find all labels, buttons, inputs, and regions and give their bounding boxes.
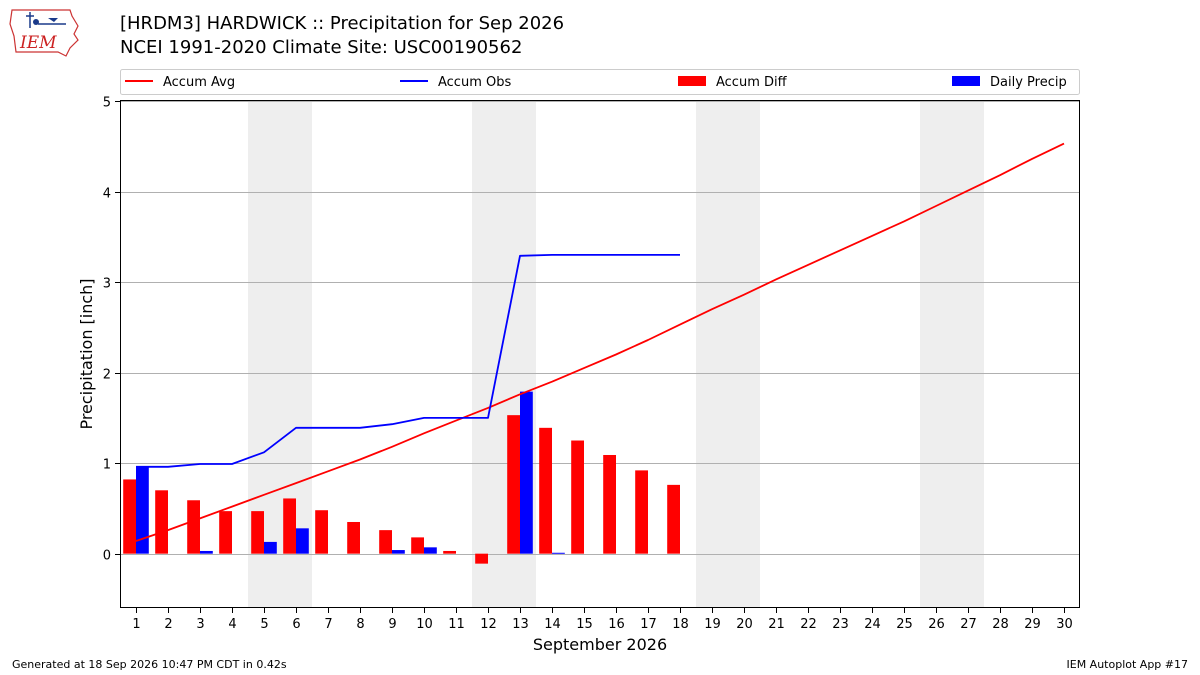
weekend-shading bbox=[248, 101, 984, 608]
lines bbox=[135, 142, 1065, 542]
x-tick-label: 7 bbox=[324, 617, 332, 632]
x-tick-label: 23 bbox=[832, 617, 849, 632]
x-tick-label: 10 bbox=[416, 617, 433, 632]
accum-diff-bar bbox=[507, 415, 520, 554]
daily-precip-bar bbox=[200, 550, 213, 554]
y-axis-label: Precipitation [inch] bbox=[77, 278, 96, 429]
legend-entry-label: Accum Avg bbox=[163, 75, 235, 90]
x-tick-label: 2 bbox=[164, 617, 172, 632]
x-tick-label: 8 bbox=[356, 617, 364, 632]
y-tick-label: 5 bbox=[103, 96, 111, 111]
x-tick-label: 19 bbox=[704, 617, 721, 632]
legend-swatch-bar bbox=[678, 76, 706, 86]
x-tick-label: 9 bbox=[388, 617, 396, 632]
accum-avg-line bbox=[135, 142, 1065, 542]
x-tick-label: 11 bbox=[448, 617, 465, 632]
accum-diff-bar bbox=[603, 454, 616, 554]
iem-logo: IEM bbox=[9, 9, 79, 57]
x-tick-label: 21 bbox=[768, 617, 785, 632]
accum-diff-bar bbox=[539, 427, 552, 554]
y-tick-label: 4 bbox=[103, 187, 111, 202]
legend-entry-label: Daily Precip bbox=[990, 75, 1067, 90]
x-tick-label: 18 bbox=[672, 617, 689, 632]
y-tick-label: 0 bbox=[103, 549, 111, 564]
y-tick-label: 1 bbox=[103, 458, 111, 473]
bars bbox=[123, 391, 680, 564]
x-tick-label: 22 bbox=[800, 617, 817, 632]
x-tick-label: 16 bbox=[608, 617, 625, 632]
x-tick-label: 15 bbox=[576, 617, 593, 632]
legend-entry-label: Accum Obs bbox=[438, 75, 511, 90]
accum-diff-bar bbox=[667, 484, 680, 554]
x-tick-label: 30 bbox=[1056, 617, 1073, 632]
accum-diff-bar bbox=[315, 510, 328, 554]
legend: Accum Avg Accum Obs Accum Diff Daily Precip bbox=[120, 69, 1080, 95]
y-tick-label: 3 bbox=[103, 277, 111, 292]
x-tick-label: 29 bbox=[1024, 617, 1041, 632]
x-tick-label: 24 bbox=[864, 617, 881, 632]
x-tick-label: 20 bbox=[736, 617, 753, 632]
daily-precip-bar bbox=[552, 552, 565, 554]
y-tick-label: 2 bbox=[103, 368, 111, 383]
daily-precip-bar bbox=[296, 528, 309, 554]
accum-diff-bar bbox=[411, 537, 424, 554]
accum-diff-bar bbox=[635, 470, 648, 554]
weekend-band bbox=[696, 101, 728, 608]
x-tick-label: 25 bbox=[896, 617, 913, 632]
accum-diff-bar bbox=[347, 521, 360, 554]
x-tick-label: 28 bbox=[992, 617, 1009, 632]
accum-diff-bar bbox=[123, 479, 136, 554]
accum-diff-bar bbox=[475, 553, 488, 564]
chart-subtitle: NCEI 1991-2020 Climate Site: USC00190562 bbox=[120, 37, 523, 58]
accum-diff-bar bbox=[219, 511, 232, 554]
x-tick-label: 13 bbox=[512, 617, 529, 632]
x-tick-label: 3 bbox=[196, 617, 204, 632]
generated-timestamp: Generated at 18 Sep 2026 10:47 PM CDT in… bbox=[12, 658, 287, 671]
weekend-band bbox=[472, 101, 504, 608]
grid-lines bbox=[120, 101, 1080, 555]
chart-title: [HRDM3] HARDWICK :: Precipitation for Se… bbox=[120, 13, 565, 34]
x-tick-label: 27 bbox=[960, 617, 977, 632]
legend-box bbox=[120, 69, 1080, 95]
x-tick-label: 26 bbox=[928, 617, 945, 632]
weekend-band bbox=[728, 101, 760, 608]
x-tick-label: 12 bbox=[480, 617, 497, 632]
daily-precip-bar bbox=[136, 466, 149, 554]
accum-diff-bar bbox=[443, 550, 456, 554]
x-tick-label: 1 bbox=[132, 617, 140, 632]
x-tick-label: 4 bbox=[228, 617, 236, 632]
plot-frame bbox=[120, 100, 1080, 608]
autoplot-app-label: IEM Autoplot App #17 bbox=[1066, 658, 1189, 671]
daily-precip-bar bbox=[520, 391, 533, 554]
x-tick-label: 6 bbox=[292, 617, 300, 632]
daily-precip-bar bbox=[264, 541, 277, 554]
accum-obs-line bbox=[136, 253, 680, 468]
x-tick-label: 5 bbox=[260, 617, 268, 632]
x-tick-label: 17 bbox=[640, 617, 657, 632]
legend-entry-label: Accum Diff bbox=[716, 75, 788, 90]
daily-precip-bar bbox=[392, 550, 405, 554]
legend-swatch-bar bbox=[952, 76, 980, 86]
accum-diff-bar bbox=[155, 490, 168, 554]
x-axis-label: September 2026 bbox=[533, 635, 667, 654]
accum-diff-bar bbox=[187, 500, 200, 554]
accum-diff-bar bbox=[379, 530, 392, 554]
weekend-band bbox=[952, 101, 984, 608]
logo-text: IEM bbox=[19, 33, 57, 53]
x-tick-label: 14 bbox=[544, 617, 561, 632]
accum-diff-bar bbox=[283, 498, 296, 554]
accum-diff-bar bbox=[571, 440, 584, 554]
weekend-band bbox=[920, 101, 952, 608]
accum-diff-bar bbox=[251, 511, 264, 554]
daily-precip-bar bbox=[424, 547, 437, 554]
